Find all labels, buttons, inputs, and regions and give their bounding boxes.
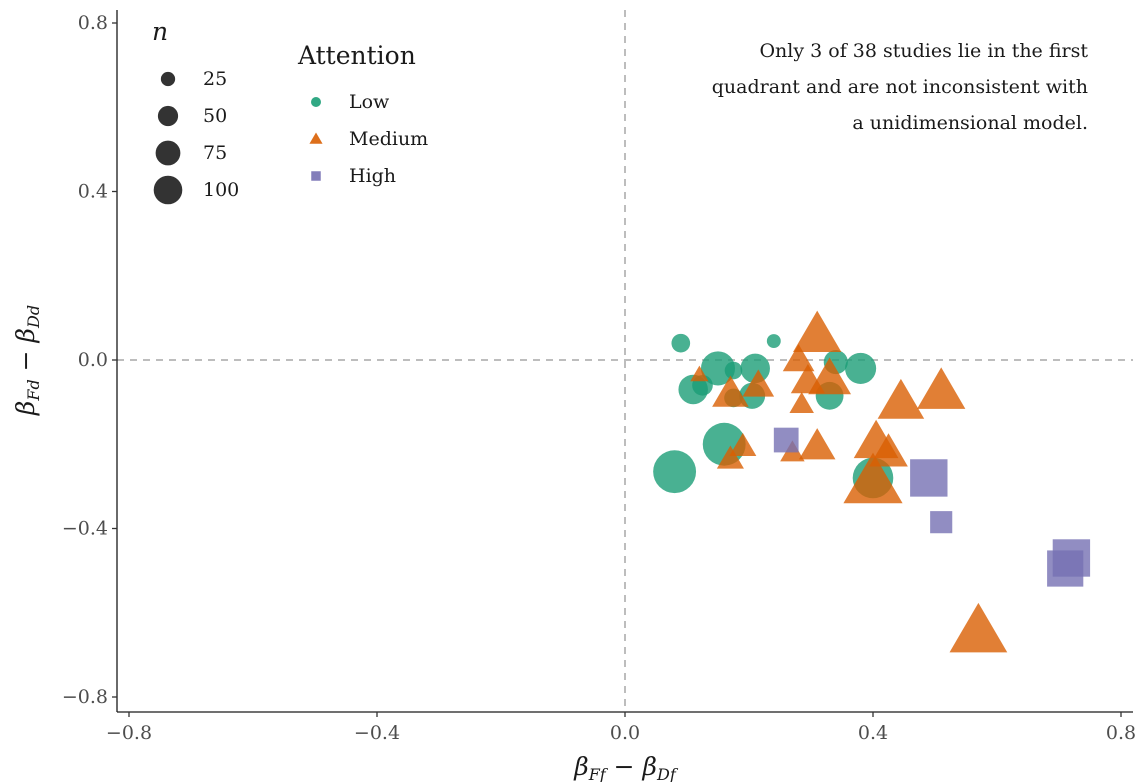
data-point-medium-1 bbox=[793, 310, 842, 352]
annotation-line-2: quadrant and are not inconsistent with bbox=[712, 76, 1088, 98]
color-legend-key-low bbox=[311, 97, 321, 107]
size-legend: n 25 50 75 100 bbox=[152, 17, 239, 205]
data-point-low-1 bbox=[671, 333, 691, 353]
data-point-medium-9 bbox=[798, 428, 836, 460]
color-legend-label-high: High bbox=[349, 165, 396, 187]
data-point-medium-8 bbox=[742, 369, 775, 397]
x-tick-label: 0.0 bbox=[610, 722, 640, 744]
data-point-low-11 bbox=[653, 450, 697, 494]
data-point-medium-7 bbox=[712, 375, 749, 407]
axes: −0.8 −0.4 0.0 0.4 0.8 −0.8 −0.4 0.0 0.4 0.8 bbox=[62, 10, 1136, 744]
data-point-medium-16 bbox=[917, 367, 966, 409]
annotation: Only 3 of 38 studies lie in the first qu… bbox=[712, 40, 1089, 134]
data-point-medium-2 bbox=[782, 344, 815, 372]
reference-lines bbox=[117, 10, 1133, 712]
color-legend-title: Attention bbox=[297, 41, 416, 70]
data-points bbox=[653, 310, 1091, 653]
data-point-medium-11 bbox=[729, 432, 757, 457]
y-tick-label: 0.4 bbox=[78, 181, 108, 203]
x-axis-title: βFf − βDf bbox=[573, 752, 679, 782]
color-legend-key-high bbox=[311, 171, 321, 181]
data-point-low-6 bbox=[724, 361, 743, 380]
y-tick-label: −0.8 bbox=[62, 686, 108, 708]
size-legend-title: n bbox=[152, 17, 168, 46]
x-tick-label: 0.8 bbox=[1106, 722, 1136, 744]
data-point-high-5 bbox=[1047, 550, 1084, 587]
data-point-low-7 bbox=[740, 353, 770, 384]
annotation-line-1: Only 3 of 38 studies lie in the first bbox=[759, 40, 1088, 62]
data-point-medium-15 bbox=[877, 378, 925, 419]
data-point-medium-18 bbox=[949, 602, 1008, 653]
color-legend-label-medium: Medium bbox=[349, 128, 428, 150]
y-tick-label: −0.4 bbox=[62, 518, 108, 540]
y-tick-label: 0.8 bbox=[78, 12, 108, 34]
data-point-medium-17 bbox=[843, 452, 903, 504]
size-legend-label-25: 25 bbox=[203, 68, 227, 90]
y-axis-title: βFd − βDd bbox=[11, 305, 43, 416]
color-legend-label-low: Low bbox=[349, 91, 390, 113]
size-legend-label-75: 75 bbox=[203, 142, 227, 164]
size-legend-key-100 bbox=[153, 175, 183, 205]
data-point-low-2 bbox=[766, 334, 781, 349]
data-point-low-13 bbox=[845, 352, 877, 384]
y-tick-label: 0.0 bbox=[78, 349, 108, 371]
data-point-medium-4 bbox=[808, 357, 852, 395]
data-point-high-1 bbox=[773, 427, 799, 453]
size-legend-label-50: 50 bbox=[203, 105, 227, 127]
x-tick-label: 0.4 bbox=[858, 722, 888, 744]
size-legend-label-100: 100 bbox=[203, 179, 239, 201]
annotation-line-3: a unidimensional model. bbox=[852, 112, 1088, 134]
data-point-medium-14 bbox=[869, 433, 908, 467]
x-tick-label: −0.4 bbox=[354, 722, 400, 744]
data-point-low-5 bbox=[700, 351, 736, 386]
color-legend: Attention Low Medium High bbox=[297, 41, 428, 187]
color-legend-key-medium bbox=[309, 132, 323, 144]
data-point-medium-5 bbox=[789, 391, 814, 413]
size-legend-key-50 bbox=[157, 105, 179, 127]
data-point-medium-12 bbox=[716, 445, 744, 469]
data-point-high-3 bbox=[930, 511, 953, 534]
size-legend-key-25 bbox=[160, 71, 176, 87]
x-tick-label: −0.8 bbox=[106, 722, 152, 744]
data-point-high-2 bbox=[910, 459, 948, 497]
size-legend-key-75 bbox=[155, 140, 181, 166]
data-point-medium-6 bbox=[690, 365, 709, 382]
